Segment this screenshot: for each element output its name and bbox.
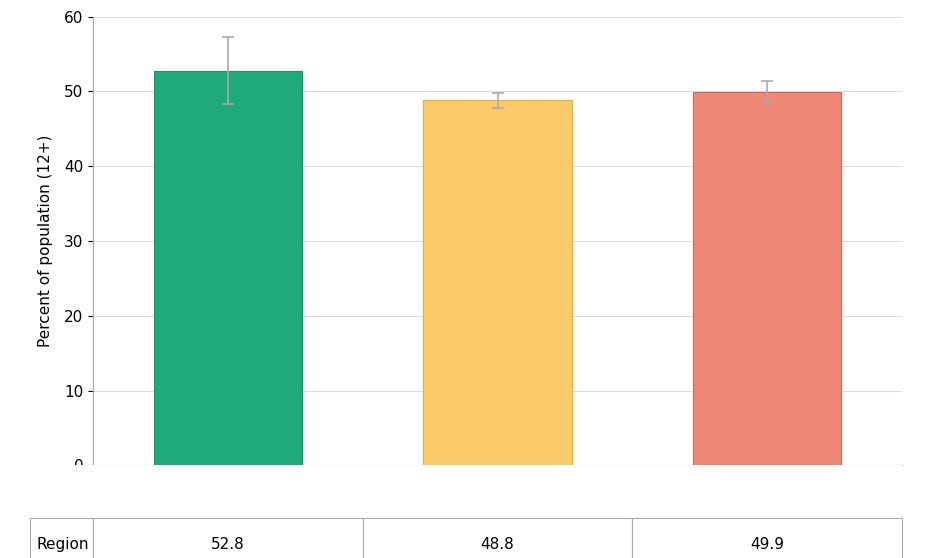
Bar — [423, 100, 572, 465]
Y-axis label: Percent of population (12+): Percent of population (12+) — [38, 135, 53, 347]
Bar — [153, 70, 302, 465]
Bar — [693, 92, 842, 465]
